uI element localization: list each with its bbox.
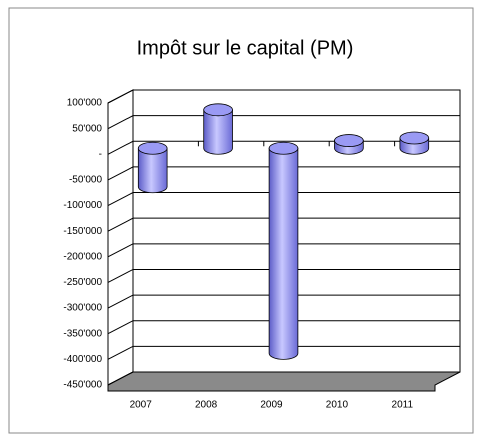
floor: [107, 371, 461, 392]
y-tick-label: 50'000: [72, 123, 102, 134]
grid-line: [107, 320, 460, 335]
y-tick-label: -400'000: [63, 354, 102, 365]
x-tick-label: 2009: [260, 400, 283, 411]
cylinder-top: [137, 141, 168, 155]
y-tick-label: -250'000: [63, 277, 102, 288]
cylinder-body: [203, 109, 233, 155]
cylinder: [203, 103, 233, 155]
x-tick-label: 2007: [130, 400, 153, 411]
grid-line: [107, 243, 460, 258]
cylinder: [268, 141, 299, 360]
grid-line: [107, 166, 460, 181]
cylinder: [137, 141, 168, 194]
chart-title: Impôt sur le capital (PM): [137, 37, 354, 59]
y-tick-label: 100'000: [67, 98, 103, 109]
grid-line: [107, 268, 460, 283]
cylinder-body: [268, 147, 299, 360]
x-tick-label: 2010: [326, 400, 349, 411]
cylinder: [399, 131, 430, 155]
x-tick-label: 2008: [195, 400, 218, 411]
grid-line: [107, 115, 460, 130]
grid-line: [107, 294, 460, 309]
x-tick-label: 2011: [392, 400, 414, 411]
grid-line: [107, 371, 460, 386]
left-wall: [107, 89, 134, 386]
y-tick-label: -150'000: [63, 226, 102, 237]
cylinder-body: [137, 147, 168, 194]
grid-line: [107, 89, 460, 104]
y-tick-label: -50'000: [69, 175, 102, 186]
cylinder: [334, 134, 364, 155]
y-tick-label: -200'000: [63, 251, 102, 262]
y-tick-label: -: [99, 149, 102, 160]
grid-line: [107, 217, 460, 232]
cylinder-top: [268, 141, 299, 155]
y-tick-label: -100'000: [63, 200, 102, 211]
cylinder-top: [203, 103, 233, 117]
y-tick-label: -350'000: [63, 328, 102, 339]
cylinder-top: [334, 134, 364, 147]
grid-line: [107, 345, 460, 360]
y-tick-label: -450'000: [63, 380, 102, 391]
y-tick-label: -300'000: [63, 303, 102, 314]
grid-line: [107, 192, 460, 206]
cylinder-top: [399, 131, 430, 145]
